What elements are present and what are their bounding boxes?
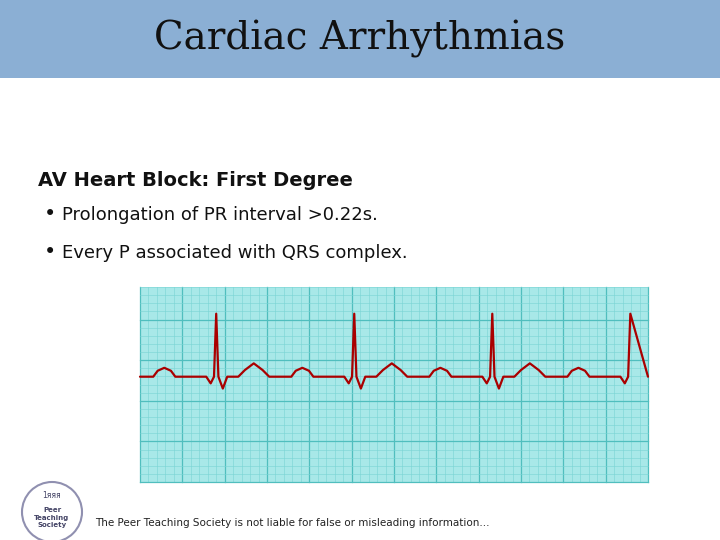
Circle shape: [22, 482, 82, 540]
Text: Every P associated with QRS complex.: Every P associated with QRS complex.: [62, 244, 408, 262]
Text: Prolongation of PR interval >0.22s.: Prolongation of PR interval >0.22s.: [62, 206, 378, 224]
Text: Cardiac Arrhythmias: Cardiac Arrhythmias: [154, 20, 566, 58]
Text: AV Heart Block: First Degree: AV Heart Block: First Degree: [38, 171, 353, 190]
Text: 1яяя: 1яяя: [42, 491, 61, 501]
Text: •: •: [44, 242, 56, 262]
FancyBboxPatch shape: [0, 0, 720, 78]
Text: •: •: [44, 204, 56, 224]
Text: Peer
Teaching
Society: Peer Teaching Society: [35, 508, 70, 529]
FancyBboxPatch shape: [140, 287, 648, 482]
Text: The Peer Teaching Society is not liable for false or misleading information...: The Peer Teaching Society is not liable …: [95, 518, 490, 528]
